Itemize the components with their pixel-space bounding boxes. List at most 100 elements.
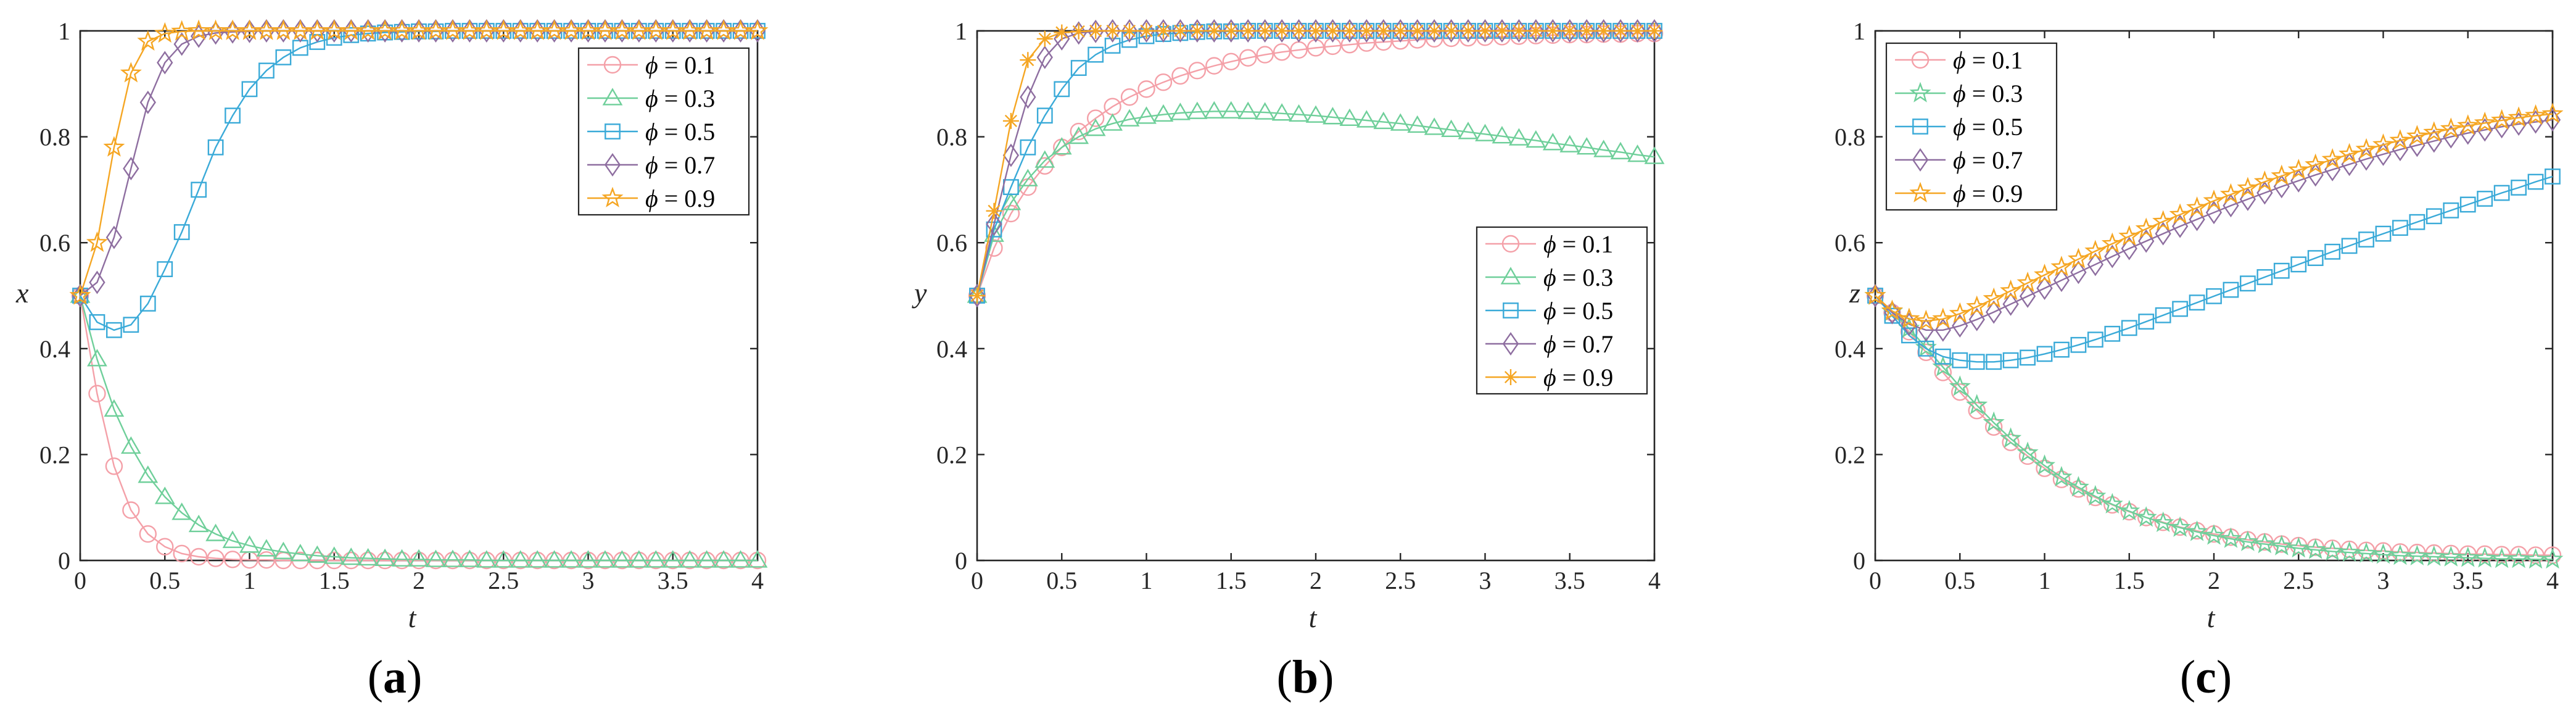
data-point-marker [426,549,446,567]
data-point-marker [1644,146,1665,164]
data-point-marker [662,19,684,40]
data-point-marker [392,549,412,567]
data-point-marker [120,62,142,83]
legend-marker [603,56,622,74]
data-point-marker [2034,264,2055,285]
legend-value: = 0.7 [658,151,716,179]
x-tick-label: 0.5 [1046,567,1077,594]
data-point-marker [2121,236,2137,260]
data-point-marker [1475,123,1495,141]
data-point-marker [2135,217,2157,238]
data-point-marker [1985,300,2002,324]
data-point-marker [2054,341,2070,358]
data-point-marker [1154,73,1173,91]
x-tick-label: 0 [1869,567,1881,594]
y-tick-label: 0.4 [39,335,70,363]
x-tick-label: 4 [2546,567,2559,594]
legend-marker [1909,81,1931,102]
data-point-marker [969,288,985,304]
legend-entry-label: ϕ = 0.3 [1953,80,2023,107]
data-point-marker [645,550,666,568]
data-point-marker [1153,104,1174,122]
data-point-marker [306,19,328,40]
data-point-marker [696,19,718,40]
data-point-marker [2525,547,2547,569]
data-point-marker [1054,27,1070,51]
data-point-marker [1545,23,1561,39]
data-point-marker [1036,30,1053,47]
data-point-marker [543,19,566,40]
data-point-marker [323,19,345,40]
data-point-marker [2018,447,2037,465]
data-point-marker [629,550,650,568]
data-point-marker [120,436,141,454]
x-tick-label: 0 [74,567,86,594]
data-point-marker [459,549,480,567]
legend-marker [1500,267,1521,285]
data-point-marker [257,551,276,569]
data-point-marker [69,284,91,305]
data-point-marker [2273,262,2290,279]
data-point-marker [241,81,258,98]
data-point-marker [1136,106,1157,124]
data-point-marker [1036,107,1053,124]
data-point-marker [458,19,481,40]
data-point-marker [1612,19,1629,43]
data-point-marker [1443,19,1459,43]
data-point-marker [1493,19,1511,43]
data-point-marker [2527,173,2544,190]
legend-value: = 0.5 [1966,113,2023,141]
y-axis-label-a: x [15,277,29,309]
data-point-marker [139,525,157,543]
y-tick-label: 0 [1853,547,1865,575]
data-point-marker [1170,102,1191,120]
data-point-marker [527,550,548,568]
data-point-marker [2541,102,2564,123]
data-point-marker [2203,524,2225,545]
series-line-1 [79,295,758,562]
data-point-marker [2305,153,2327,175]
legend-c: ϕ = 0.1ϕ = 0.3ϕ = 0.5ϕ = 0.7ϕ = 0.9 [1885,42,2058,211]
data-point-marker [1171,67,1189,85]
data-point-marker [1511,19,1527,43]
data-point-marker [122,501,140,519]
data-point-marker [1138,23,1155,39]
data-point-marker [986,212,1002,236]
data-point-marker [1579,23,1595,39]
data-point-marker [1612,23,1629,39]
y-tick-label: 1 [1853,17,1865,45]
data-point-marker [205,523,226,541]
data-point-marker [2256,269,2273,285]
data-point-marker [225,107,241,124]
data-point-marker [1324,23,1341,39]
y-tick-label: 0.4 [936,335,967,363]
x-tick-label: 3.5 [2453,567,2483,594]
data-point-marker [1121,23,1137,39]
data-point-marker [1968,401,1986,420]
data-point-marker [696,550,717,568]
data-point-marker [1172,23,1189,39]
data-point-marker [2017,272,2039,293]
data-point-marker [1341,19,1358,43]
data-point-marker [2372,133,2394,154]
legend-phi-symbol: ϕ [1953,46,1966,74]
data-point-marker [2169,516,2191,537]
data-point-marker [1595,23,1612,39]
legend-value: = 0.3 [1966,80,2023,107]
x-tick-label: 1.5 [2114,567,2145,594]
data-point-marker [1864,284,1886,305]
data-point-marker [1256,46,1274,64]
data-point-marker [1121,19,1138,43]
data-point-marker [2474,111,2496,133]
data-point-marker [595,550,616,568]
legend-marker [1501,235,1520,253]
legend-phi-symbol: ϕ [1543,297,1556,325]
y-tick-label: 0 [955,547,967,575]
x-tick-label: 4 [751,567,764,594]
axis-ticks-a: 0 0.5 1 1.5 2 2.5 3 3.5 4 0 0.2 0.4 0.6 0.8 1 [39,17,764,594]
data-point-marker [1221,101,1242,119]
data-point-marker [442,549,463,567]
data-point-marker [1952,314,1968,338]
y-tick-label: 0.6 [39,229,70,257]
data-point-marker [1307,19,1324,43]
